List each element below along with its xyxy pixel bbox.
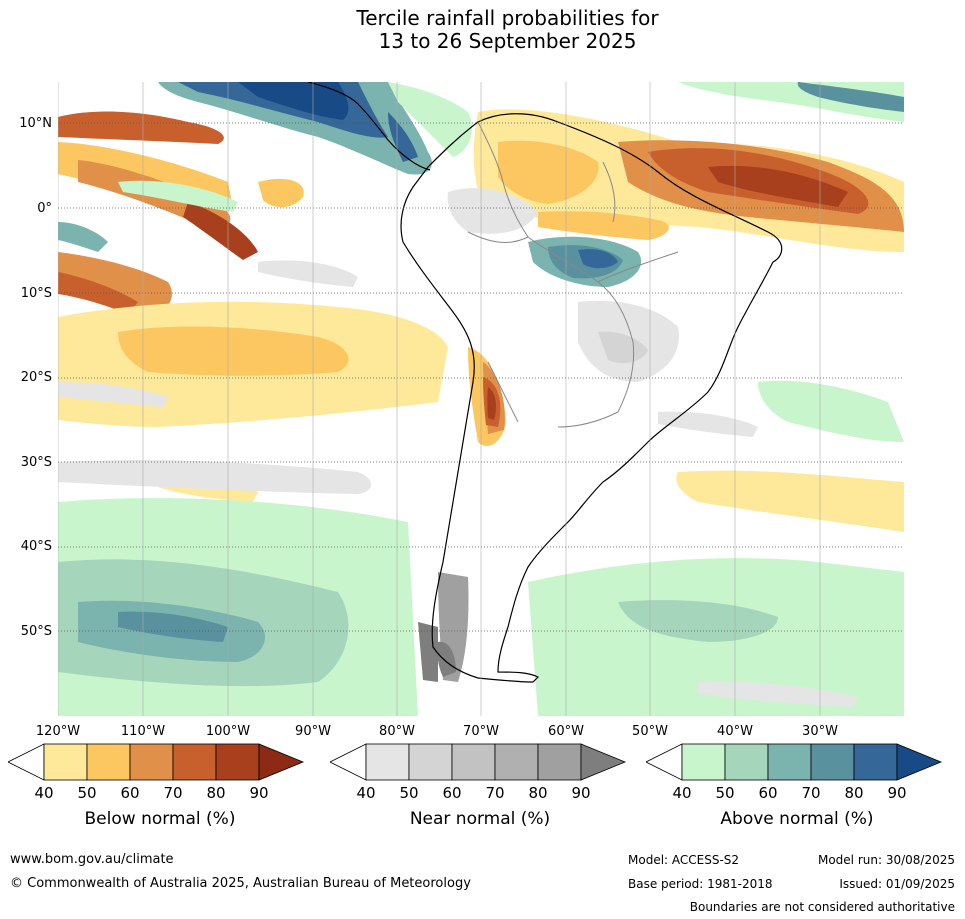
model-run-text: Model run: 30/08/2025 [817,853,955,867]
colorbar-tick-label: 70 [485,784,505,802]
colorbar-tick-label: 50 [77,784,97,802]
colorbar-segment [365,743,410,781]
map-title-line2: 13 to 26 September 2025 [378,29,637,53]
lon-label-40w: 40°W [717,724,753,739]
colorbar-extend-high [258,743,305,781]
colorbar-tick-label: 60 [758,784,778,802]
lon-label-50w: 50°W [632,724,668,739]
disclaimer-text: Boundaries are not considered authoritat… [689,900,955,914]
below-normal-colorbar [8,743,305,781]
lon-label-110w: 110°W [120,724,166,739]
colorbar-segment [172,743,217,781]
lat-label-10s: 10°S [20,286,52,301]
near-normal-patches [58,188,858,707]
base-period-text: Base period: 1981-2018 [628,877,773,891]
colorbar-tick-label: 90 [249,784,269,802]
colorbar-segment [43,743,88,781]
lat-label-50s: 50°S [20,624,52,639]
map-panel [58,82,904,716]
lon-label-80w: 80°W [379,724,415,739]
map-meridians [58,82,821,716]
colorbar-segment [767,743,812,781]
colorbar-segment [129,743,174,781]
colorbar-extend-low [646,743,683,781]
lon-label-90w: 90°W [295,724,331,739]
issued-text: Issued: 01/09/2025 [839,877,955,891]
above-normal-patches [58,82,904,716]
colorbar-segment [853,743,898,781]
lon-label-60w: 60°W [548,724,584,739]
colorbar-segment [408,743,453,781]
colorbar-segment [810,743,855,781]
lat-label-40s: 40°S [20,539,52,554]
colorbar-extend-high [580,743,627,781]
colorbar-tick-label: 50 [399,784,419,802]
colorbar-extend-low [8,743,45,781]
colorbar-tick-label: 50 [715,784,735,802]
above-normal-title: Above normal (%) [720,809,874,829]
colorbar-tick-label: 70 [801,784,821,802]
lat-label-20s: 20°S [20,370,52,385]
lon-label-30w: 30°W [802,724,838,739]
near-normal-colorbar [330,743,627,781]
colorbar-tick-label: 90 [571,784,591,802]
colorbar-segment [494,743,539,781]
lon-label-70w: 70°W [463,724,499,739]
colorbar-tick-label: 80 [844,784,864,802]
colorbar-tick-label: 90 [887,784,907,802]
colorbar-segment [451,743,496,781]
above-normal-colorbar [646,743,943,781]
colorbar-segment [537,743,582,781]
colorbar-tick-label: 40 [672,784,692,802]
colorbar-tick-label: 40 [356,784,376,802]
colorbar-tick-label: 40 [34,784,54,802]
colorbar-segment [86,743,131,781]
map-title-line1: Tercile rainfall probabilities for [356,6,659,30]
colorbar-extend-low [330,743,367,781]
colorbar-tick-label: 80 [528,784,548,802]
website-link[interactable]: www.bom.gov.au/climate [10,852,174,867]
lon-label-100w: 100°W [205,724,251,739]
colorbar-segment [724,743,769,781]
lon-label-120w: 120°W [35,724,81,739]
colorbar-segment [215,743,260,781]
copyright-text: © Commonwealth of Australia 2025, Austra… [10,876,471,891]
south-america-coastline [400,113,783,683]
lat-label-30s: 30°S [20,455,52,470]
lat-label-0: 0° [37,201,52,216]
colorbar-tick-label: 70 [163,784,183,802]
colorbar-segment [681,743,726,781]
colorbar-tick-label: 60 [442,784,462,802]
below-normal-title: Below normal (%) [84,809,236,829]
near-normal-title: Near normal (%) [409,809,551,829]
model-text: Model: ACCESS-S2 [628,853,740,867]
central-america-coastline [307,82,431,171]
colorbar-extend-high [896,743,943,781]
lat-label-10n: 10°N [19,116,52,131]
colorbar-tick-label: 80 [206,784,226,802]
colorbar-tick-label: 60 [120,784,140,802]
